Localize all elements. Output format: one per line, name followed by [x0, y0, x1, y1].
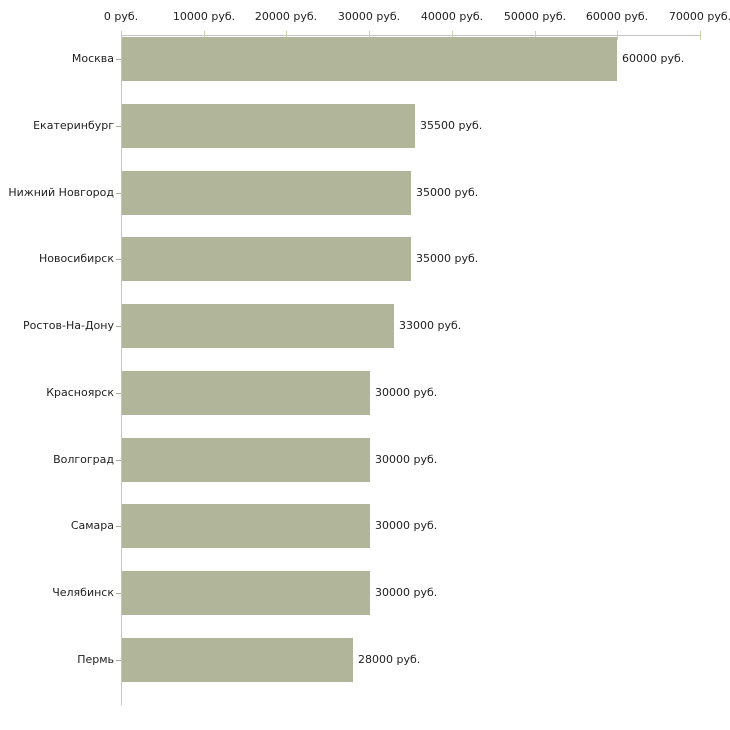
y-axis-tick [116, 126, 121, 127]
value-label: 35000 руб. [416, 252, 479, 265]
y-axis-tick [116, 593, 121, 594]
bar [122, 237, 411, 281]
bar [122, 438, 370, 482]
bar [122, 104, 415, 148]
x-axis-tick-label: 60000 руб. [585, 10, 649, 23]
x-axis-line [121, 35, 701, 36]
x-axis-tick [369, 31, 370, 40]
bar [122, 304, 394, 348]
bar [122, 571, 370, 615]
bar [122, 504, 370, 548]
x-axis-tick-label: 0 руб. [103, 10, 139, 23]
bar [122, 371, 370, 415]
x-axis-tick [617, 31, 618, 40]
bar [122, 37, 617, 81]
category-label: Ростов-На-Дону [22, 319, 114, 332]
category-label: Волгоград [53, 453, 114, 466]
y-axis-tick [116, 193, 121, 194]
value-label: 33000 руб. [399, 319, 462, 332]
x-axis-tick-label: 10000 руб. [172, 10, 236, 23]
y-axis-tick [116, 326, 121, 327]
y-axis-tick [116, 660, 121, 661]
y-axis-tick [116, 259, 121, 260]
value-label: 30000 руб. [375, 586, 438, 599]
y-axis-tick [116, 59, 121, 60]
x-axis-tick [535, 31, 536, 40]
y-axis-tick [116, 526, 121, 527]
x-axis-tick [700, 31, 701, 40]
x-axis-tick [204, 31, 205, 40]
y-axis-tick [116, 393, 121, 394]
category-label: Новосибирск [38, 252, 114, 265]
x-axis-tick-label: 20000 руб. [254, 10, 318, 23]
y-axis-tick [116, 460, 121, 461]
x-axis-tick [286, 31, 287, 40]
bar [122, 171, 411, 215]
x-axis-tick-label: 50000 руб. [503, 10, 567, 23]
category-label: Красноярск [46, 386, 114, 399]
value-label: 35000 руб. [416, 186, 479, 199]
x-axis-tick-label: 70000 руб. [668, 10, 730, 23]
category-label: Нижний Новгород [8, 186, 114, 199]
x-axis-tick-label: 40000 руб. [420, 10, 484, 23]
category-label: Челябинск [52, 586, 114, 599]
x-axis-tick [452, 31, 453, 40]
y-axis-line [121, 35, 122, 705]
value-label: 30000 руб. [375, 519, 438, 532]
category-label: Пермь [77, 653, 114, 666]
bar [122, 638, 353, 682]
category-label: Самара [70, 519, 114, 532]
value-label: 30000 руб. [375, 453, 438, 466]
x-axis-tick-label: 30000 руб. [337, 10, 401, 23]
category-label: Москва [71, 52, 114, 65]
value-label: 35500 руб. [420, 119, 483, 132]
value-label: 30000 руб. [375, 386, 438, 399]
category-label: Екатеринбург [33, 119, 114, 132]
value-label: 28000 руб. [358, 653, 421, 666]
x-axis-tick [121, 31, 122, 40]
value-label: 60000 руб. [622, 52, 685, 65]
